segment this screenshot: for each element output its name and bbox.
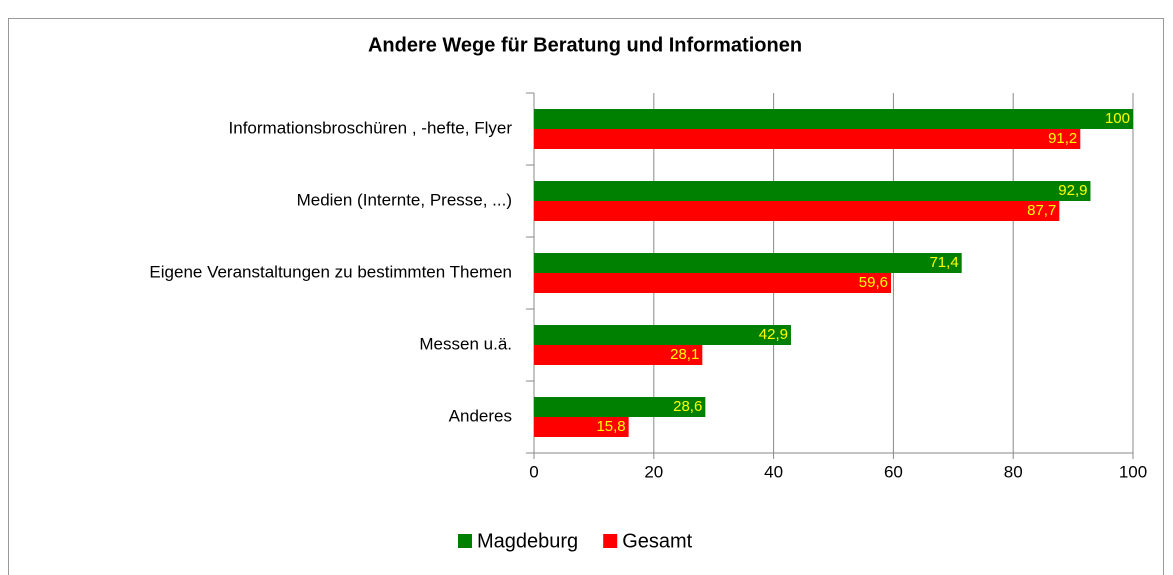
- value-label: 28,1: [670, 346, 699, 363]
- x-tick-label: 60: [884, 462, 903, 481]
- bar: [534, 325, 791, 345]
- chart-border: [8, 18, 1164, 575]
- value-label: 28,6: [673, 398, 702, 415]
- legend-swatch: [458, 534, 472, 548]
- x-tick-label: 80: [1004, 462, 1023, 481]
- chart-title: Andere Wege für Beratung und Information…: [368, 34, 802, 56]
- value-label: 100: [1105, 110, 1130, 127]
- value-label: 42,9: [759, 326, 788, 343]
- x-tick-label: 100: [1119, 462, 1147, 481]
- value-label: 71,4: [929, 254, 958, 271]
- value-label: 15,8: [596, 418, 625, 435]
- bar: [534, 397, 706, 417]
- x-tick-label: 0: [529, 462, 538, 481]
- legend-swatch: [603, 534, 618, 548]
- bar: [534, 253, 962, 273]
- y-tick-label: Anderes: [449, 406, 512, 425]
- bar: [534, 129, 1081, 149]
- bar: [534, 201, 1060, 221]
- y-tick-label: Informationsbroschüren , -hefte, Flyer: [229, 118, 513, 137]
- bar: [534, 345, 703, 365]
- y-tick-label: Messen u.ä.: [419, 334, 512, 353]
- y-tick-label: Eigene Veranstaltungen zu bestimmten The…: [149, 262, 512, 281]
- legend-label: Gesamt: [622, 530, 692, 552]
- value-label: 92,9: [1058, 182, 1087, 199]
- bar: [534, 417, 629, 437]
- y-tick-label: Medien (Internte, Presse, ...): [297, 190, 512, 209]
- value-label: 87,7: [1027, 202, 1056, 219]
- x-tick-label: 20: [644, 462, 663, 481]
- value-label: 91,2: [1048, 130, 1077, 147]
- legend-label: Magdeburg: [477, 530, 578, 552]
- bar: [534, 273, 892, 293]
- value-label: 59,6: [859, 274, 888, 291]
- bar: [534, 181, 1091, 201]
- x-tick-label: 40: [764, 462, 783, 481]
- bar: [534, 109, 1133, 129]
